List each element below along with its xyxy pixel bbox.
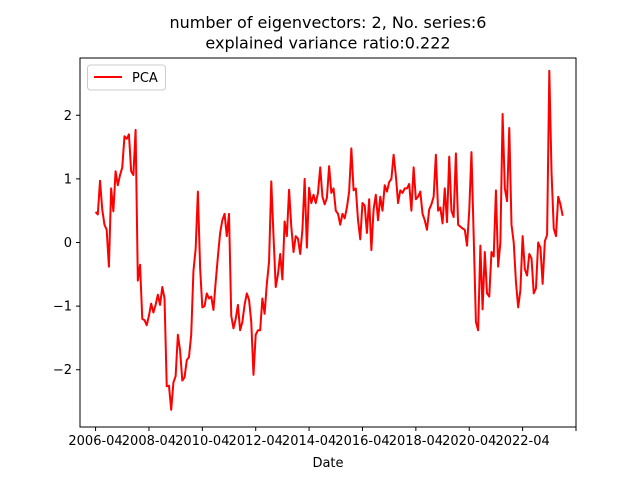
y-tick-label: 0 bbox=[64, 236, 72, 251]
y-tick-label: −1 bbox=[53, 300, 72, 315]
series-layer bbox=[94, 69, 564, 411]
x-tick-label: 2016-04 bbox=[335, 434, 389, 449]
legend-label-pca: PCA bbox=[132, 71, 158, 86]
legend: PCA bbox=[87, 64, 166, 91]
x-tick-label: 2018-04 bbox=[389, 434, 443, 449]
x-axis: 2006-04 2008-04 2010-04 2012-04 2014-04 2016-… bbox=[68, 427, 577, 449]
legend-box bbox=[87, 64, 166, 91]
y-tick-label: −2 bbox=[53, 363, 72, 378]
y-tick-label: 2 bbox=[64, 109, 72, 124]
x-tick-label: 2006-04 bbox=[68, 434, 122, 449]
series-line-pca bbox=[94, 69, 564, 411]
y-axis: 2 1 0 −1 −2 bbox=[53, 109, 80, 378]
x-tick-label: 2010-04 bbox=[175, 434, 229, 449]
x-tick-label: 2014-04 bbox=[282, 434, 336, 449]
chart-title-line1: number of eigenvectors: 2, No. series:6 bbox=[170, 13, 487, 32]
x-axis-label: Date bbox=[312, 456, 343, 471]
x-tick-label: 2012-04 bbox=[229, 434, 283, 449]
y-tick-label: 1 bbox=[64, 172, 72, 187]
x-tick-label: 2022-04 bbox=[495, 434, 549, 449]
chart-title-line2: explained variance ratio:0.222 bbox=[205, 34, 450, 53]
x-tick-label: 2008-04 bbox=[122, 434, 176, 449]
x-tick-label: 2020-04 bbox=[442, 434, 496, 449]
plot-frame bbox=[79, 57, 577, 428]
plot-area bbox=[80, 58, 576, 427]
